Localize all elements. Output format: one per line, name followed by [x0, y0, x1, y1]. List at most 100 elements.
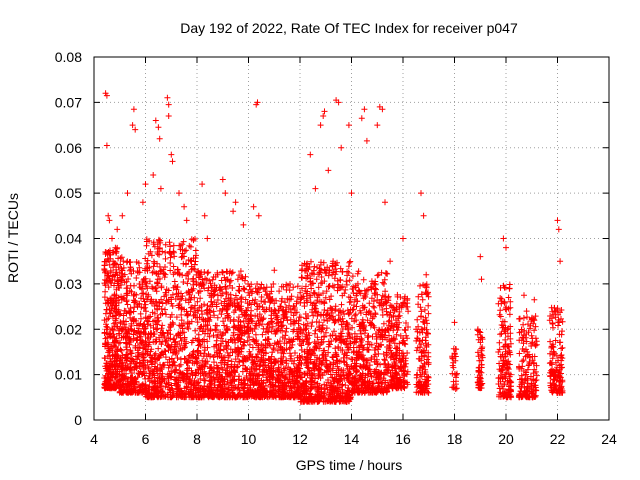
data-point: [105, 257, 112, 264]
data-point: [155, 388, 162, 395]
data-point: [155, 236, 162, 243]
data-point: [117, 346, 124, 353]
data-point: [227, 318, 234, 324]
data-point: [154, 325, 161, 332]
data-point: [146, 370, 153, 377]
data-point: [164, 342, 171, 349]
data-point: [111, 292, 118, 299]
data-point: [175, 304, 182, 311]
data-point: [142, 381, 149, 388]
data-point: [157, 239, 164, 246]
data-point: [128, 355, 135, 362]
data-point: [519, 358, 526, 365]
data-point: [227, 277, 234, 284]
data-point: [184, 280, 191, 287]
data-point: [116, 371, 123, 378]
data-point: [104, 377, 111, 384]
data-point: [101, 262, 108, 269]
data-point: [136, 281, 143, 287]
data-point: [190, 312, 197, 319]
data-point: [124, 365, 131, 372]
data-point: [228, 358, 235, 365]
data-point: [147, 322, 154, 329]
data-point: [130, 318, 137, 325]
data-point: [346, 299, 353, 306]
data-point: [152, 360, 159, 367]
data-point: [175, 379, 182, 386]
data-point: [167, 394, 174, 401]
data-point: [187, 243, 194, 250]
data-point: [172, 362, 178, 369]
data-point: [197, 288, 203, 295]
data-point: [181, 306, 188, 313]
data-point: [105, 284, 112, 291]
data-point: [187, 388, 194, 395]
data-point: [419, 337, 426, 344]
data-point: [138, 304, 145, 311]
data-point: [152, 321, 159, 328]
data-point: [162, 348, 169, 355]
data-point: [161, 270, 168, 277]
data-point: [558, 345, 565, 352]
data-point: [318, 259, 324, 266]
data-point: [174, 293, 181, 300]
data-point: [184, 370, 191, 377]
data-point: [168, 294, 174, 301]
data-point: [103, 306, 110, 313]
data-point: [170, 242, 177, 249]
data-point: [167, 345, 174, 352]
data-point: [114, 272, 121, 279]
data-point: [105, 371, 112, 377]
data-point: [297, 299, 304, 306]
data-point: [115, 353, 122, 360]
data-point: [186, 365, 193, 371]
data-point: [248, 307, 255, 314]
data-point: [413, 372, 420, 379]
data-point: [118, 347, 125, 354]
data-point: [191, 261, 198, 268]
data-point: [497, 331, 504, 338]
data-point: [118, 254, 125, 261]
data-point: [153, 270, 160, 277]
data-point: [122, 387, 129, 394]
data-point: [516, 315, 523, 322]
data-point: [128, 288, 135, 295]
data-point: [186, 296, 193, 302]
data-point: [559, 344, 566, 351]
data-point: [520, 315, 527, 321]
data-point: [120, 264, 127, 271]
data-point: [192, 354, 199, 361]
data-point: [106, 352, 113, 359]
data-point: [177, 334, 184, 341]
data-point: [142, 314, 149, 321]
data-point: [374, 272, 381, 279]
data-point: [162, 354, 169, 361]
data-point: [160, 361, 167, 368]
data-marks: [101, 90, 566, 405]
data-point: [184, 310, 191, 317]
data-point: [183, 384, 190, 391]
data-point: [176, 301, 183, 307]
data-point: [174, 284, 181, 291]
data-point: [142, 346, 149, 352]
data-point: [237, 295, 244, 302]
data-point: [204, 270, 211, 277]
data-point: [139, 199, 146, 206]
data-point: [179, 322, 186, 329]
data-point: [143, 308, 149, 315]
data-point: [189, 304, 195, 311]
data-point: [125, 364, 132, 370]
data-point: [346, 259, 353, 266]
data-point: [110, 258, 117, 265]
data-point: [212, 322, 219, 329]
data-point: [152, 117, 159, 124]
data-point: [106, 261, 113, 268]
data-point: [230, 316, 237, 323]
data-point: [139, 351, 146, 358]
data-point: [192, 327, 199, 334]
data-point: [342, 382, 349, 389]
data-point: [154, 279, 161, 286]
data-point: [147, 248, 154, 255]
data-point: [158, 382, 165, 389]
data-point: [109, 361, 115, 368]
